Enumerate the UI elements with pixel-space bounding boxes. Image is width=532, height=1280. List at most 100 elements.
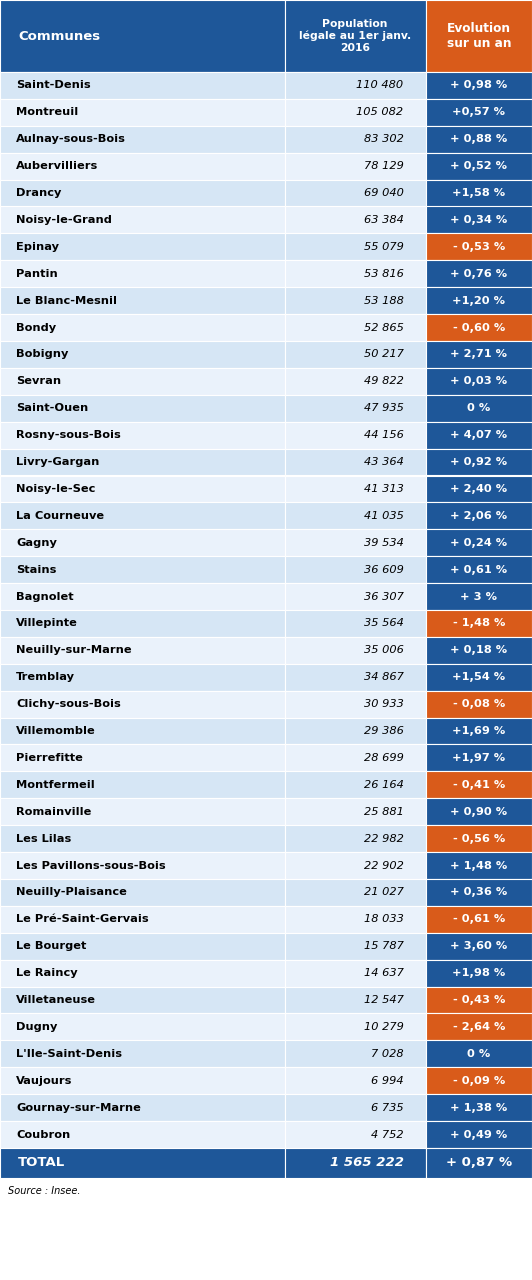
Bar (0, 852, 285, 879)
Bar (426, 287, 532, 314)
Text: 10 279: 10 279 (364, 1021, 404, 1032)
Bar (426, 1014, 532, 1041)
Bar (426, 448, 532, 475)
Bar (426, 557, 532, 584)
Bar (285, 718, 426, 745)
Bar (0, 1041, 285, 1068)
Bar (0, 1014, 285, 1041)
Bar (0, 933, 285, 960)
Bar (0, 611, 285, 637)
Bar (285, 125, 426, 152)
Text: 41 313: 41 313 (364, 484, 404, 494)
Text: 21 027: 21 027 (364, 887, 404, 897)
Bar (0, 987, 285, 1014)
Text: 83 302: 83 302 (364, 134, 404, 145)
Bar (0, 314, 285, 340)
Bar (285, 906, 426, 933)
Bar (285, 664, 426, 691)
Bar (0, 691, 285, 718)
Text: 39 534: 39 534 (364, 538, 404, 548)
Text: 25 881: 25 881 (364, 806, 404, 817)
Text: Noisy-le-Grand: Noisy-le-Grand (16, 215, 112, 225)
Bar (0, 72, 285, 99)
Text: 26 164: 26 164 (364, 780, 404, 790)
Bar (426, 852, 532, 879)
Bar (0, 260, 285, 287)
Text: Villepinte: Villepinte (16, 618, 78, 628)
Text: Les Pavillons-sous-Bois: Les Pavillons-sous-Bois (16, 860, 165, 870)
Text: + 0,52 %: + 0,52 % (450, 161, 508, 172)
Text: + 0,18 %: + 0,18 % (450, 645, 508, 655)
Text: 36 307: 36 307 (364, 591, 404, 602)
Text: 105 082: 105 082 (356, 108, 404, 118)
Bar (0, 475, 285, 502)
Bar (0, 99, 285, 125)
Bar (285, 502, 426, 530)
Bar (0, 1068, 285, 1094)
Text: 53 816: 53 816 (364, 269, 404, 279)
Text: 22 902: 22 902 (364, 860, 404, 870)
Bar (426, 0, 532, 72)
Bar (426, 745, 532, 772)
Bar (426, 233, 532, 260)
Text: - 0,61 %: - 0,61 % (453, 914, 505, 924)
Bar (0, 664, 285, 691)
Text: 28 699: 28 699 (364, 753, 404, 763)
Text: Le Raincy: Le Raincy (16, 968, 78, 978)
Bar (0, 502, 285, 530)
Text: Population
légale au 1er janv.
2016: Population légale au 1er janv. 2016 (299, 19, 411, 52)
Text: Villemomble: Villemomble (16, 726, 96, 736)
Text: Villetaneuse: Villetaneuse (16, 995, 96, 1005)
Bar (285, 206, 426, 233)
Text: 14 637: 14 637 (364, 968, 404, 978)
Text: + 0,03 %: + 0,03 % (450, 376, 508, 387)
Text: +1,69 %: +1,69 % (452, 726, 505, 736)
Bar (285, 987, 426, 1014)
Text: Gournay-sur-Marne: Gournay-sur-Marne (16, 1102, 141, 1112)
Bar (0, 179, 285, 206)
Text: - 0,60 %: - 0,60 % (453, 323, 505, 333)
Bar (285, 394, 426, 421)
Text: + 0,98 %: + 0,98 % (450, 81, 508, 91)
Text: + 2,06 %: + 2,06 % (450, 511, 508, 521)
Text: 29 386: 29 386 (364, 726, 404, 736)
Text: - 1,48 %: - 1,48 % (453, 618, 505, 628)
Bar (426, 394, 532, 421)
Bar (285, 152, 426, 179)
Bar (0, 421, 285, 448)
Text: 78 129: 78 129 (364, 161, 404, 172)
Bar (285, 1121, 426, 1148)
Bar (426, 502, 532, 530)
Text: + 3 %: + 3 % (460, 591, 497, 602)
Text: Neuilly-Plaisance: Neuilly-Plaisance (16, 887, 127, 897)
Bar (0, 960, 285, 987)
Bar (0, 557, 285, 584)
Text: 35 564: 35 564 (364, 618, 404, 628)
Text: + 0,36 %: + 0,36 % (450, 887, 508, 897)
Bar (285, 99, 426, 125)
Bar (426, 1041, 532, 1068)
Bar (426, 933, 532, 960)
Bar (0, 799, 285, 826)
Bar (0, 233, 285, 260)
Text: Aulnay-sous-Bois: Aulnay-sous-Bois (16, 134, 126, 145)
Text: 30 933: 30 933 (364, 699, 404, 709)
Bar (0, 1094, 285, 1121)
Text: +1,54 %: +1,54 % (452, 672, 505, 682)
Text: 6 994: 6 994 (371, 1075, 404, 1085)
Bar (0, 152, 285, 179)
Text: 12 547: 12 547 (364, 995, 404, 1005)
Text: + 0,90 %: + 0,90 % (450, 806, 508, 817)
Bar (0, 772, 285, 799)
Bar (285, 1148, 426, 1178)
Bar (285, 448, 426, 475)
Text: Bobigny: Bobigny (16, 349, 69, 360)
Text: 41 035: 41 035 (364, 511, 404, 521)
Bar (426, 611, 532, 637)
Text: - 2,64 %: - 2,64 % (453, 1021, 505, 1032)
Bar (426, 152, 532, 179)
Text: 15 787: 15 787 (364, 941, 404, 951)
Bar (285, 1014, 426, 1041)
Text: + 0,49 %: + 0,49 % (450, 1129, 508, 1139)
Text: Coubron: Coubron (16, 1129, 70, 1139)
